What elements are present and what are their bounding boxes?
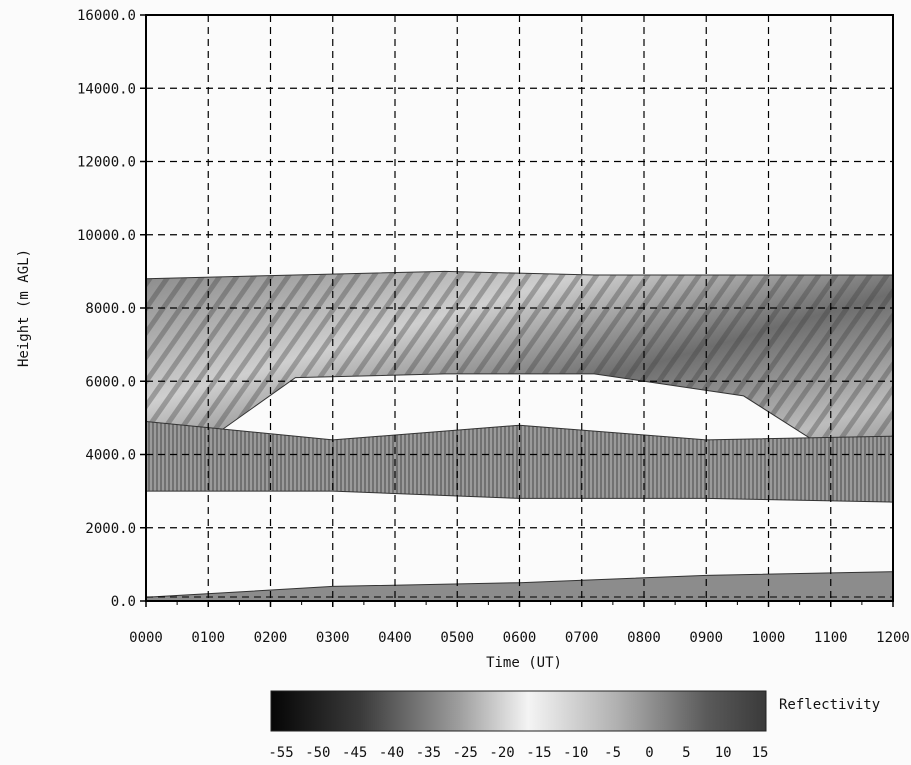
- colorbar-label: Reflectivity: [779, 697, 880, 713]
- x-tick-label: 1000: [752, 630, 786, 646]
- y-tick-label: 0.0: [111, 594, 136, 610]
- x-tick-label: 0300: [316, 630, 350, 646]
- x-axis-title: Time (UT): [486, 655, 562, 671]
- y-tick-label: 8000.0: [85, 301, 136, 317]
- colorbar-tick-label: -40: [379, 745, 404, 761]
- x-tick-label: 1100: [814, 630, 848, 646]
- colorbar-tick-label: 10: [715, 745, 732, 761]
- x-tick-label: 0100: [191, 630, 225, 646]
- colorbar-tick-label: -10: [563, 745, 588, 761]
- colorbar-tick-label: 5: [682, 745, 690, 761]
- x-tick-label: 0500: [440, 630, 474, 646]
- y-tick-label: 10000.0: [77, 228, 136, 244]
- x-tick-label: 1200: [876, 630, 910, 646]
- y-tick-label: 12000.0: [77, 155, 136, 171]
- y-tick-label: 2000.0: [85, 521, 136, 537]
- x-tick-label: 0800: [627, 630, 661, 646]
- y-axis-ticks: 0.0 2000.0 4000.0 6000.0 8000.0 10000.0 12000.…: [77, 8, 146, 610]
- colorbar-tick-label: -35: [416, 745, 441, 761]
- colorbar-tick-label: -45: [342, 745, 367, 761]
- colorbar-tick-label: -5: [604, 745, 621, 761]
- y-axis-title: Height (m AGL): [16, 249, 32, 367]
- y-tick-label: 16000.0: [77, 8, 136, 24]
- x-tick-label: 0900: [689, 630, 723, 646]
- y-tick-label: 6000.0: [85, 374, 136, 390]
- colorbar-tick-label: -50: [305, 745, 330, 761]
- colorbar-tick-label: -25: [453, 745, 478, 761]
- y-tick-label: 14000.0: [77, 81, 136, 97]
- x-tick-label: 0200: [254, 630, 288, 646]
- colorbar-ramp: [270, 690, 767, 732]
- colorbar-tick-label: -15: [526, 745, 551, 761]
- colorbar-tick-label: 0: [645, 745, 653, 761]
- x-axis-ticks: 0000 0100 0200 0300 0400 0500 0600 0700 0800 0900…: [129, 601, 910, 646]
- colorbar-tick-label: 15: [752, 745, 769, 761]
- x-tick-label: 0400: [378, 630, 412, 646]
- colorbar-ticks: -55 -50 -45 -40 -35 -25 -20 -15 -10 -5 0 5 10 15: [268, 745, 768, 761]
- colorbar-tick-label: -55: [268, 745, 293, 761]
- reflectivity-texture: [146, 271, 893, 492]
- y-tick-label: 4000.0: [85, 448, 136, 464]
- colorbar-tick-label: -20: [489, 745, 514, 761]
- x-tick-label: 0000: [129, 630, 163, 646]
- x-tick-label: 0700: [565, 630, 599, 646]
- grid-lines: [146, 15, 893, 601]
- colorbar: Reflectivity -55 -50 -45 -40 -35 -25 -20 -15 -10…: [268, 690, 880, 761]
- x-tick-label: 0600: [503, 630, 537, 646]
